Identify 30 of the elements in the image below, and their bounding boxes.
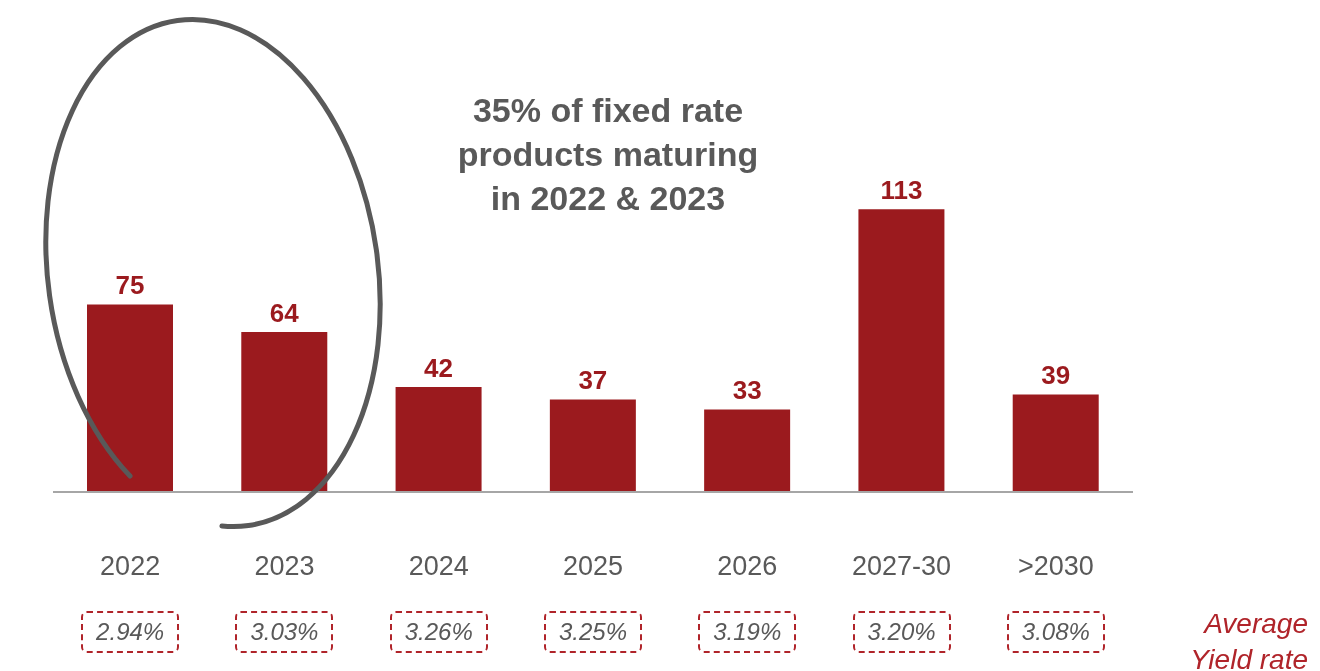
x-tick-label: 2022 (100, 551, 161, 581)
text: 3.19% (698, 611, 797, 653)
bar (549, 399, 636, 492)
x-tick-label: 2025 (562, 551, 624, 581)
bar (704, 409, 791, 492)
data-label: 39 (1041, 360, 1071, 391)
text: 2.94% (81, 611, 180, 653)
text: 3.03% (235, 611, 334, 653)
text: 3.25% (544, 611, 642, 653)
text: 3.26% (389, 611, 488, 653)
bar (87, 304, 173, 492)
x-tick-label: 2023 (254, 551, 315, 581)
bar (1012, 394, 1099, 492)
annotation: 35% of fixed rate products maturing in 2022 & 2023 (456, 90, 760, 219)
x-tick-label: 2026 (717, 551, 778, 581)
x-tick-label: 2024 (408, 551, 469, 581)
bar (858, 209, 945, 492)
data-label: 64 (269, 297, 300, 328)
x-tick-label: 2027-30 (852, 551, 952, 581)
text: Average Yield rate (1189, 607, 1308, 671)
bar (241, 331, 328, 492)
data-label: 75 (115, 270, 145, 301)
data-label: 37 (578, 365, 608, 396)
text: 3.08% (1006, 611, 1105, 653)
x-tick-label: >2030 (1017, 551, 1094, 581)
text: 3.20% (852, 611, 951, 653)
bar (395, 386, 482, 492)
data-label: 113 (880, 175, 923, 206)
data-label: 42 (424, 352, 454, 383)
data-label: 33 (732, 375, 762, 406)
